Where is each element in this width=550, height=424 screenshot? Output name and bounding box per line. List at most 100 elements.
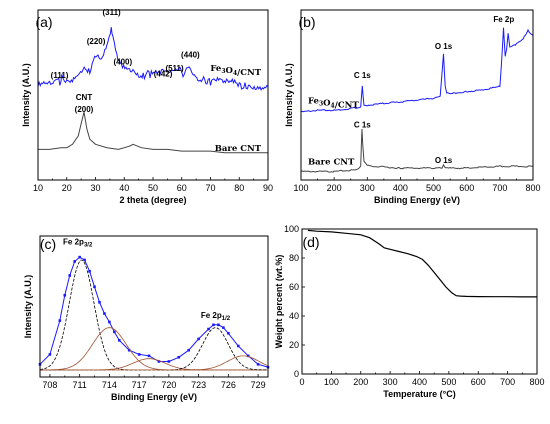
p0-x-tick-4: 50 <box>148 183 158 193</box>
p1-x-tick-1: 200 <box>327 183 342 193</box>
p0-x-tick-5: 60 <box>177 183 187 193</box>
p0-annotation-0: (311) <box>102 8 121 17</box>
p2-point-20 <box>177 355 181 359</box>
p2-annotation-1: Fe 2p1/2 <box>201 311 231 322</box>
p3-x-axis-label: Temperature (°C) <box>383 389 455 399</box>
p1-x-axis-label: Binding Energy (eV) <box>374 195 460 205</box>
p3-x-tick-3: 300 <box>383 377 398 387</box>
p2-x-tick-7: 729 <box>251 380 266 390</box>
panel-d-tga-chart: (d) 0 100 200 300 400 500 600 700 800 0 20 40 60 80 100… <box>274 224 545 399</box>
p2-x-tick-2: 714 <box>102 380 117 390</box>
p1-x-tick-0: 100 <box>293 183 308 193</box>
p0-x-tick-2: 30 <box>90 183 100 193</box>
p2-point-7 <box>83 258 86 262</box>
p3-axes-frame <box>301 228 538 375</box>
p1-annotation-1: O 1s <box>435 42 453 51</box>
p2-point-28 <box>236 344 240 348</box>
p2-series-4 <box>40 327 267 371</box>
p0-y-axis-label: Intensity (A.U.) <box>21 63 31 127</box>
p2-point-5 <box>73 260 76 263</box>
p3-x-tick-8: 800 <box>529 377 544 387</box>
p3-x-tick-1: 100 <box>324 377 339 387</box>
p0-series-name-0: Fe3O4/CNT <box>210 64 261 78</box>
p2-x-tick-1: 711 <box>72 380 86 390</box>
p2-series-2 <box>40 327 267 371</box>
p3-y-tick-1: 20 <box>289 340 299 350</box>
p1-x-tick-7: 800 <box>525 183 540 193</box>
p0-annotation-1: (220) <box>87 37 106 46</box>
p2-point-3 <box>63 293 67 297</box>
p0-series-0 <box>37 27 269 92</box>
p2-x-tick-5: 723 <box>191 380 206 390</box>
p1-axes-frame <box>300 9 534 181</box>
p1-series-name-1: Bare CNT <box>308 158 355 168</box>
p2-point-16 <box>137 353 141 356</box>
p2-series-5 <box>40 355 268 371</box>
p2-point-12 <box>108 320 111 324</box>
p2-point-24 <box>212 323 215 327</box>
p2-point-10 <box>98 300 101 304</box>
p2-x-tick-0: 708 <box>42 380 57 390</box>
panel-c-fe2p-chart: (c) Fe 2p3/2 Fe 2p1/2 708 711 714 717 720 723 726… <box>23 235 270 402</box>
p0-x-tick-1: 20 <box>62 183 72 193</box>
p3-y-tick-0: 0 <box>294 369 299 379</box>
p2-point-1 <box>48 353 52 356</box>
p2-point-30 <box>256 363 260 366</box>
p2-point-27 <box>227 331 230 335</box>
p1-panel-label: (b) <box>298 14 315 30</box>
p1-x-tick-4: 500 <box>426 183 441 193</box>
p2-series-0 <box>39 256 269 368</box>
p1-annotation-2: Fe 2p <box>493 15 514 24</box>
p0-series-name-1: Bare CNT <box>215 144 262 154</box>
p3-x-tick-0: 0 <box>299 377 304 387</box>
p0-annotation-8: (200) <box>75 105 94 114</box>
p0-x-tick-3: 40 <box>119 183 129 193</box>
p2-point-29 <box>246 354 250 358</box>
p3-y-tick-5: 100 <box>284 224 299 234</box>
p1-series-0 <box>300 27 534 113</box>
p1-annotation-0: C 1s <box>354 71 371 80</box>
p3-x-tick-2: 200 <box>353 377 368 387</box>
p2-y-axis-label: Intensity (A.U.) <box>23 275 33 339</box>
p3-panel-label: (d) <box>302 234 319 250</box>
p2-point-15 <box>127 348 131 352</box>
p2-point-4 <box>68 274 72 277</box>
p0-annotation-4: (442) <box>154 69 173 78</box>
p0-annotation-2: (400) <box>113 57 132 66</box>
p1-series-1 <box>300 128 534 173</box>
p3-series-0 <box>307 229 537 298</box>
p2-point-13 <box>113 330 116 334</box>
p0-series-1 <box>38 111 268 154</box>
p3-y-axis-label: Weight percent (wt.%) <box>274 255 284 349</box>
p1-series-name-0: Fe3O4/CNT <box>308 97 359 111</box>
p2-point-22 <box>197 337 200 341</box>
p2-series-1 <box>39 259 267 371</box>
p2-x-axis-label: Binding Energy (eV) <box>111 392 197 402</box>
p0-annotation-6: (440) <box>181 51 200 60</box>
p2-x-tick-4: 720 <box>161 380 176 390</box>
p2-axes-frame <box>39 235 269 378</box>
p0-x-axis-label: 2 theta (degree) <box>119 195 186 205</box>
p1-x-tick-5: 600 <box>459 183 474 193</box>
p2-point-14 <box>118 339 121 342</box>
p0-x-tick-7: 80 <box>234 183 244 193</box>
p1-x-tick-2: 300 <box>360 183 375 193</box>
p3-y-tick-2: 40 <box>289 311 299 321</box>
p3-x-tick-4: 400 <box>412 377 427 387</box>
panel-b-xps-survey-chart: (b) Fe3O4/CNT Bare CNT C 1s O 1s Fe 2p C 1s O 1… <box>284 9 541 205</box>
p0-annotation-3: (111) <box>51 71 69 80</box>
p2-point-6 <box>78 255 81 259</box>
p3-y-tick-3: 60 <box>289 282 299 292</box>
p0-x-tick-6: 70 <box>205 183 215 193</box>
p2-point-17 <box>147 354 151 358</box>
p2-annotation-0: Fe 2p3/2 <box>63 237 93 248</box>
p2-point-19 <box>167 360 171 363</box>
p2-point-21 <box>187 348 190 352</box>
p2-point-9 <box>93 285 96 289</box>
p2-point-2 <box>58 319 62 322</box>
p1-x-tick-3: 400 <box>393 183 408 193</box>
p0-annotation-5: (511) <box>165 64 184 73</box>
p1-y-axis-label: Intensity (A.U.) <box>284 63 294 127</box>
p3-x-tick-6: 600 <box>471 377 486 387</box>
p2-point-23 <box>207 327 210 331</box>
